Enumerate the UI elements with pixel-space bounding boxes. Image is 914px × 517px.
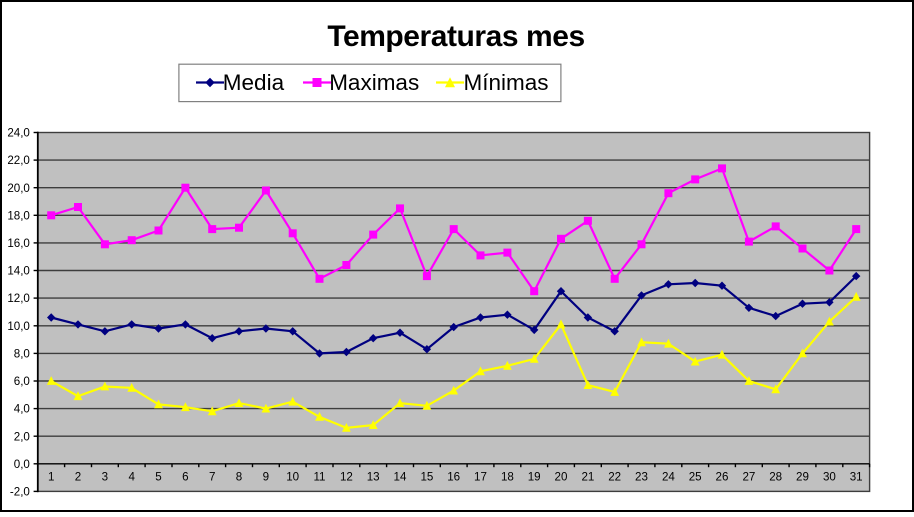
svg-text:4,0: 4,0 [14,403,30,416]
svg-text:18,0: 18,0 [7,209,30,222]
svg-text:14: 14 [394,470,407,483]
svg-text:Mínimas: Mínimas [464,70,549,95]
svg-text:9: 9 [263,470,269,483]
svg-text:8: 8 [236,470,242,483]
svg-text:20,0: 20,0 [7,182,30,195]
svg-text:12,0: 12,0 [7,292,30,305]
svg-text:-2,0: -2,0 [10,486,30,499]
svg-text:28: 28 [769,470,782,483]
svg-text:14,0: 14,0 [7,265,30,278]
svg-text:19: 19 [528,470,541,483]
svg-text:6,0: 6,0 [14,375,30,388]
svg-text:26: 26 [716,470,729,483]
svg-text:22: 22 [608,470,621,483]
svg-text:22,0: 22,0 [7,154,30,167]
svg-text:2: 2 [75,470,81,483]
svg-text:23: 23 [635,470,648,483]
svg-text:10: 10 [286,470,299,483]
svg-text:5: 5 [155,470,161,483]
svg-text:2,0: 2,0 [14,430,30,443]
svg-text:11: 11 [313,470,325,483]
svg-text:24,0: 24,0 [7,127,30,140]
svg-text:20: 20 [555,470,568,483]
svg-text:16,0: 16,0 [7,237,30,250]
svg-text:16: 16 [447,470,460,483]
svg-text:29: 29 [796,470,809,483]
svg-text:7: 7 [209,470,215,483]
svg-text:25: 25 [689,470,702,483]
svg-text:4: 4 [128,470,135,483]
svg-text:Maximas: Maximas [329,70,419,95]
svg-text:21: 21 [581,470,594,483]
svg-text:6: 6 [182,470,188,483]
svg-text:Media: Media [223,70,285,95]
svg-text:18: 18 [501,470,514,483]
svg-text:17: 17 [474,470,487,483]
svg-text:31: 31 [850,470,863,483]
svg-text:3: 3 [102,470,108,483]
svg-text:24: 24 [662,470,675,483]
svg-text:8,0: 8,0 [14,348,30,361]
svg-text:0,0: 0,0 [14,458,30,471]
svg-text:27: 27 [742,470,755,483]
svg-text:12: 12 [340,470,353,483]
svg-text:15: 15 [420,470,433,483]
svg-text:10,0: 10,0 [7,320,30,333]
svg-text:1: 1 [48,470,54,483]
svg-text:30: 30 [823,470,836,483]
svg-text:13: 13 [367,470,380,483]
svg-text:Temperaturas mes: Temperaturas mes [327,20,584,53]
